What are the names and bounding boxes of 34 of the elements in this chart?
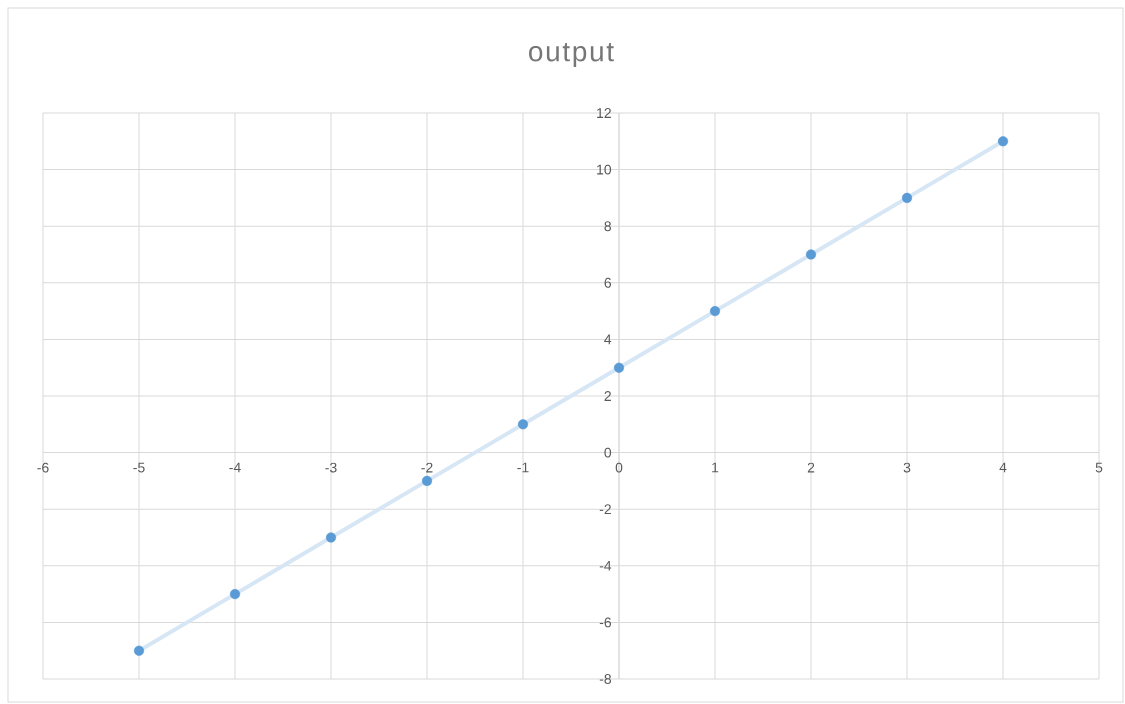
x-tick-label: -6 [37,462,49,473]
y-tick-label: 0 [604,447,612,458]
x-tick-label: 5 [1095,462,1103,473]
x-tick-label: -4 [229,462,241,473]
x-tick-label: -3 [325,462,337,473]
y-tick-label: 2 [604,391,611,401]
y-tick-label: -2 [599,504,611,515]
x-tick-label: 4 [999,462,1007,473]
x-tick-label: 3 [903,462,911,473]
point [709,306,721,317]
x-tick-label: -2 [421,462,433,473]
point [421,475,433,486]
y-tick-label: 12 [597,108,611,118]
point [517,419,529,430]
point [997,136,1009,147]
y-tick-label: -8 [599,674,612,684]
y-tick-label: 4 [604,334,612,345]
point [229,589,241,600]
y-tick-label: 8 [604,221,612,232]
chart-title: output [529,43,614,67]
y-tick-label: 10 [597,164,612,175]
x-tick-label: -5 [133,462,145,473]
x-tick-label: -1 [517,462,529,473]
y-tick-label: 6 [604,277,612,288]
point [133,645,145,656]
x-tick-label: 2 [807,462,815,473]
y-tick-label: -4 [599,561,612,571]
point [805,249,817,260]
point [901,192,913,203]
y-tick-label: -6 [599,617,612,628]
x-tick-label: 0 [615,462,623,473]
point [613,362,625,373]
x-tick-label: 1 [712,462,719,473]
point [325,532,337,543]
